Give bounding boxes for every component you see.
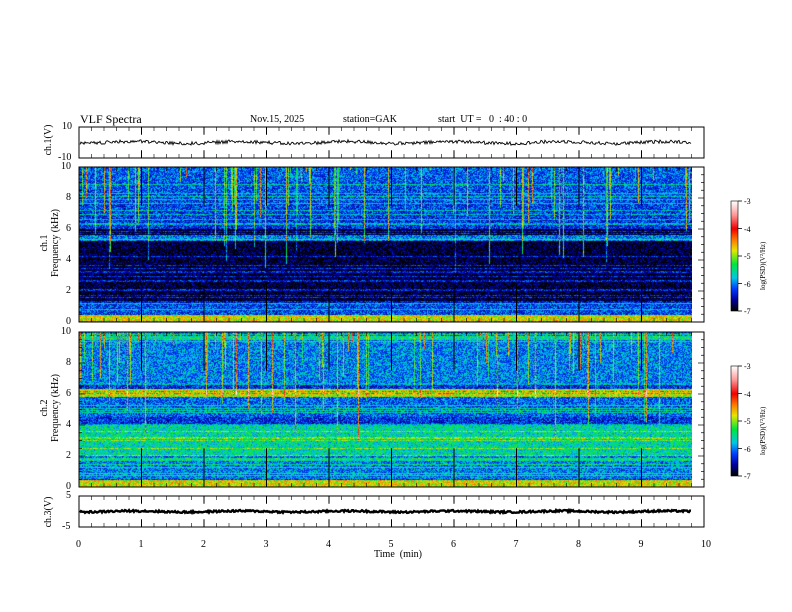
spec-ytick-label: 0	[66, 481, 71, 492]
ch1-colorbar	[731, 201, 738, 311]
ch1-ytick: -10	[58, 152, 72, 163]
ch3-ytick: -5	[62, 521, 71, 532]
xaxis-tick-label: 4	[326, 539, 331, 550]
ch1-trace	[79, 138, 692, 147]
ch1-spec-ylabel-line1: ch.1	[39, 234, 50, 252]
xaxis-tick-label: 0	[76, 539, 81, 550]
spec-ytick-label: 4	[66, 419, 71, 430]
plot-title: VLF Spectra	[80, 112, 142, 126]
start-ut-label: start UT = 0 : 40 : 0	[438, 114, 528, 125]
spec-ytick-label: 0	[66, 316, 71, 327]
spec-ytick-label: 8	[66, 192, 71, 203]
spec-ytick-label: 10	[61, 161, 71, 172]
xaxis-tick-label: 9	[638, 539, 644, 550]
colorbar-frame	[730, 365, 739, 477]
xaxis-tick-label: 3	[263, 539, 269, 550]
ch2-spec-ylabel-line2: Frequency (kHz)	[50, 373, 61, 443]
xaxis-tick-label: 6	[451, 539, 456, 550]
colorbar-tick-label: -4	[744, 224, 751, 234]
ch1-ylabel: ch.1(V)	[43, 124, 54, 156]
xaxis-label: Time (min)	[374, 549, 422, 560]
ch1-spec-ylabel-line2: Frequency (kHz)	[50, 208, 61, 278]
spec-ytick-label: 10	[61, 326, 71, 337]
ch3-trace	[79, 507, 692, 516]
ch2-spectrogram	[79, 332, 692, 487]
ch2-spec-ylabel-line1: ch.2	[39, 399, 50, 417]
ch3-ytick: 5	[66, 490, 71, 501]
spec-ytick-label: 4	[66, 254, 71, 265]
xaxis-tick-label: 5	[388, 539, 394, 550]
colorbar-tick-label: -7	[744, 307, 751, 316]
colorbar-tick-label: -3	[744, 362, 751, 371]
xaxis-tick-label: 7	[513, 539, 519, 550]
colorbar-tick-label: -5	[744, 252, 751, 261]
xaxis-tick-label: 2	[201, 539, 206, 550]
spec-ytick-label: 8	[66, 357, 71, 368]
ch3-ylabel: ch.3(V)	[43, 496, 54, 528]
xaxis-tick-label: 10	[701, 539, 711, 550]
spec-ytick-label: 6	[66, 388, 71, 399]
colorbar-tick-label: -5	[744, 417, 751, 426]
xaxis-tick-label: 1	[138, 539, 144, 550]
ch2-colorbar	[731, 366, 738, 476]
ch1-ytick: 10	[62, 121, 72, 132]
date-label: Nov.15, 2025	[250, 114, 305, 125]
colorbar-tick-label: -6	[744, 279, 751, 289]
ch1-colorbar-label: log(PSD)(V²/Hz)	[759, 241, 767, 290]
colorbar-tick-label: -6	[744, 444, 751, 454]
spec-ytick-label: 6	[66, 223, 71, 234]
station-label: station=GAK	[343, 114, 397, 125]
spec-ytick-label: 2	[66, 450, 71, 461]
colorbar-tick-label: -7	[744, 472, 751, 481]
ch2-colorbar-label: log(PSD)(V²/Hz)	[759, 406, 767, 455]
colorbar-tick-label: -4	[744, 389, 751, 399]
xaxis-tick-label: 8	[576, 539, 581, 550]
colorbar-frame	[730, 200, 739, 312]
ch1-spectrogram	[79, 167, 692, 322]
colorbar-tick-label: -3	[744, 197, 751, 206]
spec-ytick-label: 2	[66, 285, 71, 296]
